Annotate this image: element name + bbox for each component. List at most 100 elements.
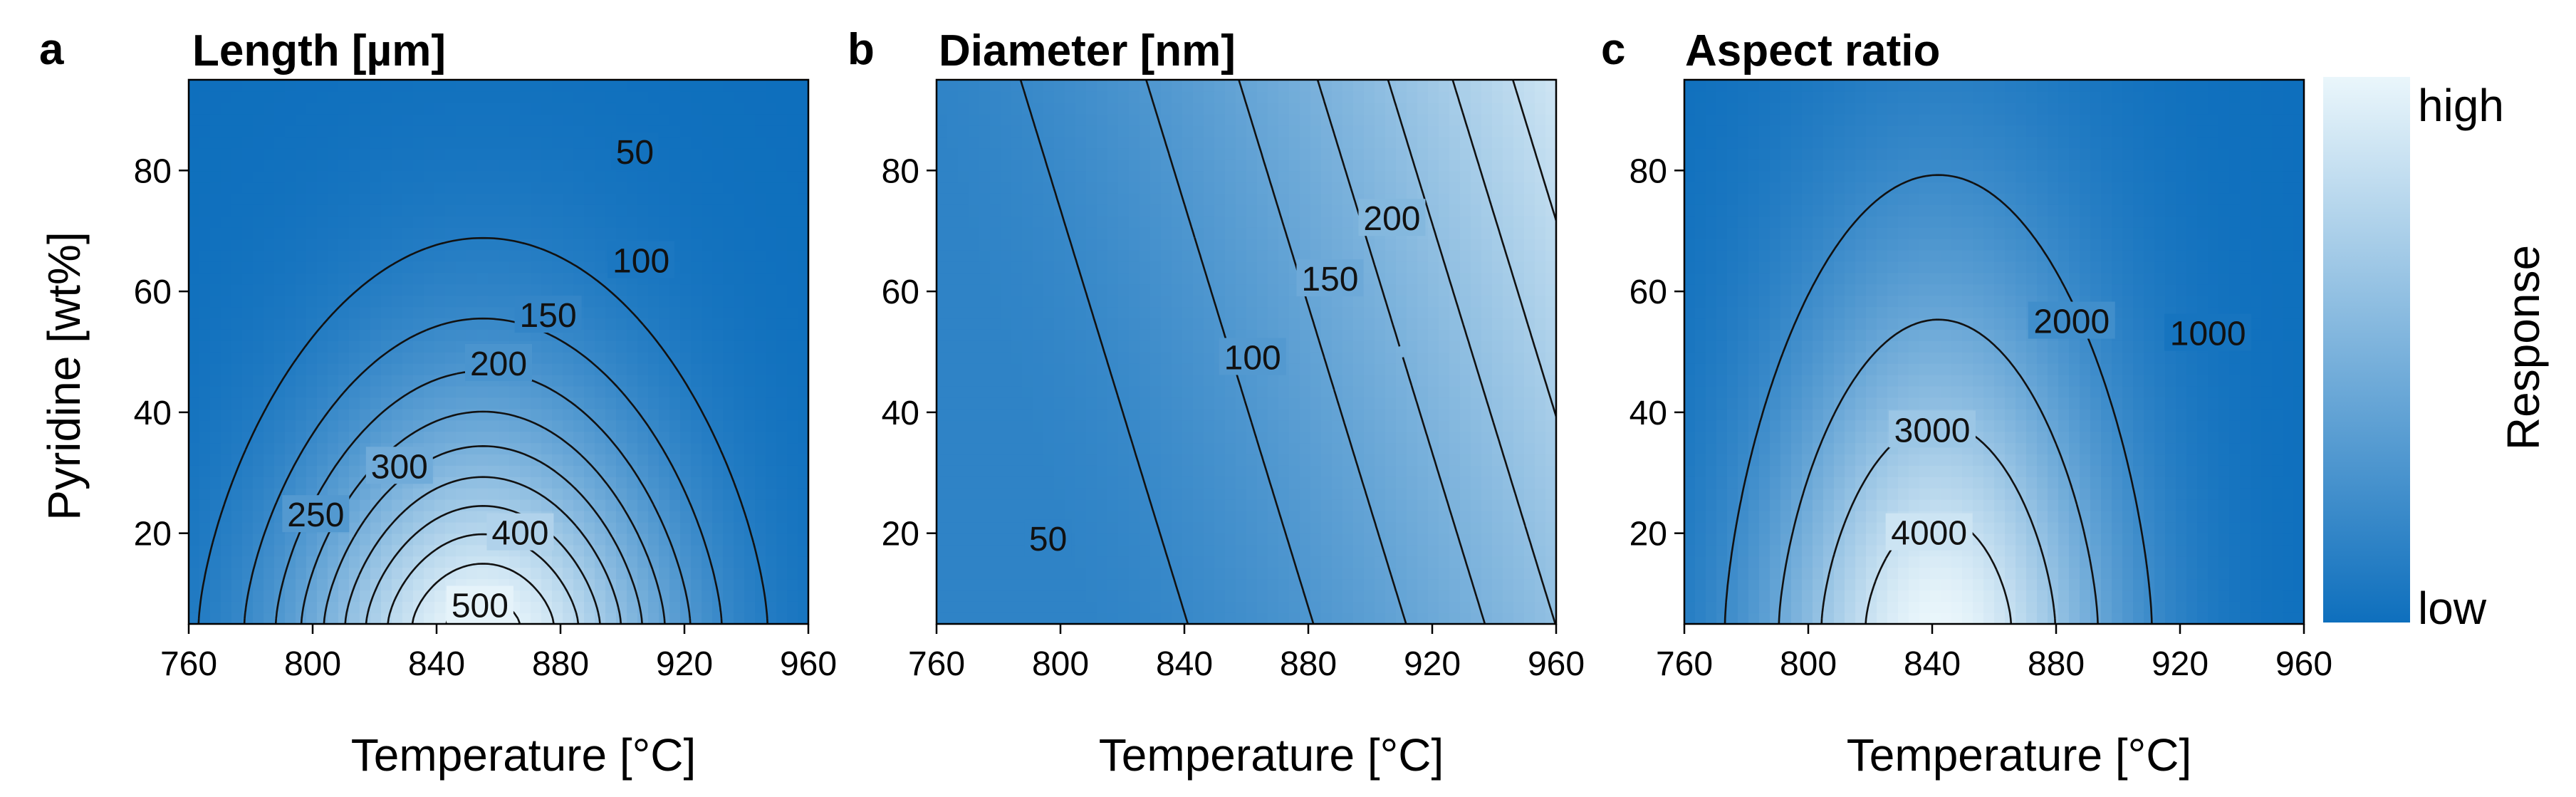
heatmap-cell xyxy=(370,283,382,296)
heatmap-cell xyxy=(1172,397,1183,410)
heatmap-cell xyxy=(1332,465,1343,477)
heatmap-cell xyxy=(595,125,606,137)
heatmap-cell xyxy=(1011,283,1023,296)
heatmap-cell xyxy=(1246,590,1258,602)
heatmap-cell xyxy=(659,601,670,613)
contour-label-bg xyxy=(486,513,554,551)
heatmap-cell xyxy=(1225,613,1236,624)
heatmap-cell xyxy=(1075,170,1087,183)
heatmap-cell xyxy=(1396,476,1407,489)
heatmap-cell xyxy=(1225,182,1236,194)
heatmap-cell xyxy=(499,488,510,500)
heatmap-cell xyxy=(1246,90,1258,103)
heatmap-cell xyxy=(787,397,798,410)
heatmap-cell xyxy=(1364,613,1375,624)
heatmap-cell xyxy=(723,567,734,580)
heatmap-cell xyxy=(1257,431,1268,444)
heatmap-cell xyxy=(1118,80,1130,92)
heatmap-cell xyxy=(274,318,286,330)
heatmap-cell xyxy=(584,465,595,477)
heatmap-cell xyxy=(552,283,563,296)
heatmap-cell xyxy=(1172,488,1183,500)
heatmap-cell xyxy=(712,193,724,205)
heatmap-cell xyxy=(1140,295,1151,308)
heatmap-cell xyxy=(680,136,692,149)
heatmap-cell xyxy=(776,216,788,228)
heatmap-cell xyxy=(616,578,627,591)
heatmap-cell xyxy=(392,125,403,137)
heatmap-cell xyxy=(1364,363,1375,375)
heatmap-cell xyxy=(370,295,382,308)
heatmap-cell xyxy=(285,159,296,172)
heatmap-cell xyxy=(381,533,392,546)
heatmap-cell xyxy=(979,283,991,296)
heatmap-cell xyxy=(595,80,606,92)
heatmap-cell xyxy=(776,226,788,239)
heatmap-cell xyxy=(1300,136,1311,149)
heatmap-cell xyxy=(231,556,243,568)
heatmap-cell xyxy=(477,510,489,523)
heatmap-cell xyxy=(776,408,788,421)
heatmap-cell xyxy=(1011,385,1023,398)
heatmap-cell xyxy=(210,136,221,149)
heatmap-cell xyxy=(1193,578,1204,591)
heatmap-cell xyxy=(1054,352,1065,364)
heatmap-cell xyxy=(349,420,360,432)
heatmap-cell xyxy=(1097,544,1108,557)
heatmap-cell xyxy=(338,329,350,341)
heatmap-cell xyxy=(1118,544,1130,557)
heatmap-cell xyxy=(616,408,627,421)
heatmap-cell xyxy=(1407,442,1418,455)
heatmap-cell xyxy=(1310,136,1322,149)
heatmap-cell xyxy=(723,226,734,239)
heatmap-cell xyxy=(1118,454,1130,466)
heatmap-cell xyxy=(264,454,275,466)
heatmap-cell xyxy=(1075,590,1087,602)
heatmap-cell xyxy=(189,397,200,410)
heatmap-cell xyxy=(338,578,350,591)
heatmap-cell xyxy=(402,306,414,319)
heatmap-cell xyxy=(1300,340,1311,353)
heatmap-cell xyxy=(1257,374,1268,387)
heatmap-cell xyxy=(1022,125,1033,137)
heatmap-cell xyxy=(947,578,959,591)
heatmap-cell xyxy=(242,80,254,92)
heatmap-cell xyxy=(541,556,553,568)
heatmap-cell xyxy=(584,204,595,217)
heatmap-cell xyxy=(947,295,959,308)
heatmap-cell xyxy=(691,385,702,398)
heatmap-cell xyxy=(1246,318,1258,330)
heatmap-cell xyxy=(317,567,328,580)
heatmap-cell xyxy=(1118,272,1130,285)
heatmap-cell xyxy=(242,352,254,364)
heatmap-cell xyxy=(734,578,745,591)
heatmap-cell xyxy=(1268,204,1279,217)
heatmap-cell xyxy=(253,125,264,137)
heatmap-cell xyxy=(1011,329,1023,341)
heatmap-cell xyxy=(990,510,1001,523)
heatmap-cell xyxy=(381,340,392,353)
heatmap-cell xyxy=(744,340,756,353)
heatmap-cell xyxy=(1332,521,1343,534)
heatmap-cell xyxy=(937,352,948,364)
heatmap-cell xyxy=(1150,567,1162,580)
heatmap-cell xyxy=(1321,476,1333,489)
heatmap-cell xyxy=(1097,556,1108,568)
contour-label-bg xyxy=(282,495,350,533)
heatmap-cell xyxy=(1097,204,1108,217)
heatmap-cell xyxy=(1204,113,1215,126)
heatmap-cell xyxy=(1001,567,1012,580)
heatmap-cell xyxy=(627,420,638,432)
heatmap-cell xyxy=(1129,578,1140,591)
heatmap-cell xyxy=(616,510,627,523)
heatmap-cell xyxy=(1043,113,1055,126)
heatmap-cell xyxy=(1236,590,1247,602)
heatmap-cell xyxy=(723,499,734,511)
heatmap-cell xyxy=(1172,159,1183,172)
heatmap-cell xyxy=(221,136,232,149)
heatmap-cell xyxy=(413,272,424,285)
heatmap-cell xyxy=(424,567,435,580)
heatmap-cell xyxy=(1300,102,1311,115)
heatmap-cell xyxy=(680,431,692,444)
heatmap-cell xyxy=(691,204,702,217)
